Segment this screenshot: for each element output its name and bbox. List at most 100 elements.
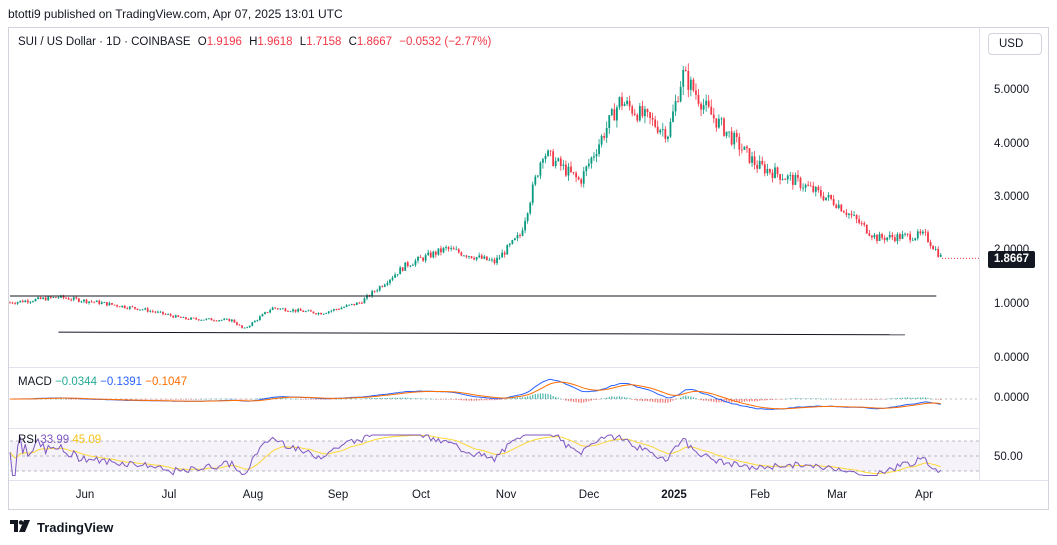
candle-body [302,310,305,312]
price-axis-label: 0.0000 [994,352,1030,364]
macd-histogram-bar [672,399,674,401]
candle-body [34,298,37,302]
candle-body [213,320,215,322]
candle-body [922,231,924,234]
macd-histogram-bar [460,399,462,401]
macd-histogram-bar [442,399,445,400]
tradingview-footer[interactable]: TradingView [10,519,113,536]
macd-histogram-bar [238,399,241,400]
macd-line-value: −0.1391 [100,376,143,388]
candle-body [24,300,27,303]
macd-histogram-bar [353,398,355,400]
candle-body [343,306,345,308]
macd-histogram-bar [397,397,399,399]
macd-histogram-bar [751,399,753,402]
macd-histogram-bar [346,398,348,400]
candle-body [52,297,55,298]
candle-body [335,309,338,310]
time-axis-label: Dec [578,489,600,501]
candle-body [253,320,256,323]
macd-histogram-bar [725,399,728,403]
candle-body [266,312,269,313]
time-axis-label: Aug [242,489,264,501]
time-axis-label: Sep [327,489,349,501]
macd-histogram-bar [861,399,863,400]
currency-button[interactable]: USD [988,33,1042,55]
candle-body [557,158,560,161]
candle-body [276,308,279,310]
macd-histogram-bar [180,399,182,400]
macd-histogram-bar [562,399,564,400]
candle-body [179,316,182,318]
candle-body [440,248,442,253]
candle-body [139,309,141,311]
macd-histogram-bar [348,398,350,400]
candle-body [840,204,843,212]
macd-histogram-bar [514,397,516,399]
candle-body [205,318,208,320]
rsi-axis-label: 50.00 [994,451,1023,463]
macd-histogram-bar [649,399,651,402]
macd-histogram-bar [317,399,320,400]
macd-histogram-bar [448,399,450,400]
macd-histogram-bar [272,397,274,399]
candle-body [748,148,751,163]
macd-legend: MACD −0.0344 −0.1391 −0.1047 [18,376,187,388]
candle-body [519,235,521,236]
candle-body [598,144,600,155]
macd-histogram-bar [636,399,638,401]
candle-body [210,318,213,321]
candle-body [80,301,83,303]
candle-body [457,249,460,253]
candle-body [830,194,832,200]
macd-histogram-bar [65,398,67,400]
candle-body [743,146,746,150]
macd-histogram-bar [710,399,712,402]
macd-histogram-bar [876,399,878,400]
macd-histogram-bar [427,398,429,400]
candle-body [72,297,75,300]
candle-body [361,302,363,304]
macd-histogram-bar [509,398,511,399]
candle-body [733,132,736,145]
candle-body [891,234,894,238]
macd-histogram-bar [682,396,684,399]
candle-body [246,327,249,328]
macd-histogram-bar [896,397,898,399]
macd-histogram-bar [394,397,396,399]
candle-body [797,174,799,178]
rsi-name: RSI [18,434,38,446]
candle-body [919,231,922,234]
candle-body [315,313,317,315]
candle-body [689,79,692,90]
macd-histogram-bar [361,398,363,400]
candle-body [485,256,488,261]
candle-body [223,318,226,320]
candle-body [774,167,776,179]
macd-histogram-bar [674,399,677,400]
candle-body [39,297,42,299]
macd-histogram-bar [473,399,475,401]
macd-histogram-bar [815,398,817,399]
macd-histogram-bar [389,397,391,399]
candle-body [498,257,501,259]
macd-histogram-bar [55,398,57,400]
macd-histogram-bar [542,393,544,399]
macd-histogram-bar [246,399,248,400]
rsi-line [9,434,942,476]
macd-histogram-bar [901,397,904,399]
candle-body [570,166,572,172]
candle-body [659,130,662,133]
candle-body [547,150,549,156]
candle-body [679,86,682,102]
macd-histogram-bar [455,399,457,400]
macd-histogram-bar [70,399,72,400]
candle-body [506,245,509,255]
candle-body [700,103,702,110]
candle-body [299,309,302,311]
candle-body [77,298,80,302]
macd-histogram-bar [149,399,151,400]
macd-histogram-bar [843,399,845,400]
candle-body [146,308,149,312]
